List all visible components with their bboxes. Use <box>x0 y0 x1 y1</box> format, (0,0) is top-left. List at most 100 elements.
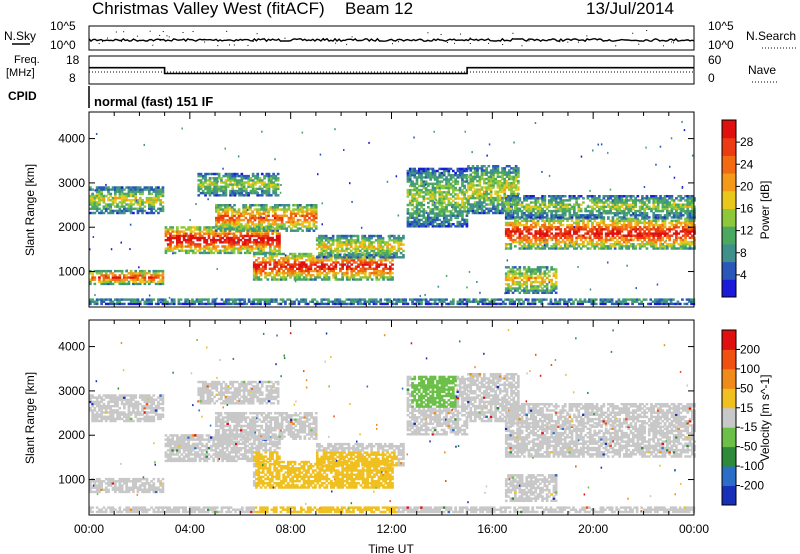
heatmap-cell <box>602 223 606 227</box>
heatmap-cell <box>399 237 403 240</box>
heatmap-cell <box>299 206 302 209</box>
nsearch-dot <box>136 35 138 37</box>
heatmap-cell <box>445 191 448 194</box>
heatmap-cell <box>143 272 147 275</box>
heatmap-cell <box>127 188 131 191</box>
heatmap-cell <box>359 267 363 271</box>
heatmap-cell <box>224 221 227 224</box>
heatmap-cell <box>289 257 292 260</box>
heatmap-cell <box>638 221 642 225</box>
heatmap-cell <box>258 204 261 207</box>
nsearch-dot <box>502 44 504 46</box>
heatmap-cell <box>276 225 279 228</box>
nave-label: Nave <box>748 63 776 77</box>
heatmap-cell <box>322 245 326 248</box>
heatmap-cell <box>573 243 576 246</box>
heatmap-cell <box>436 208 439 211</box>
heatmap-cell <box>223 247 227 250</box>
heatmap-cell <box>539 216 542 219</box>
heatmap-cell <box>224 174 228 178</box>
heatmap-cell <box>276 177 280 180</box>
heatmap-cell <box>668 243 671 246</box>
heatmap-cell <box>341 259 344 262</box>
heatmap-cell <box>641 236 644 240</box>
heatmap-cell <box>445 184 448 188</box>
heatmap-cell <box>136 209 140 213</box>
heatmap-cell <box>125 196 128 200</box>
heatmap-cell <box>584 245 587 248</box>
heatmap-cell <box>618 195 622 198</box>
heatmap-cell <box>100 274 103 277</box>
heatmap-cell <box>262 247 265 250</box>
heatmap-cell <box>388 249 392 253</box>
heatmap-cell <box>469 169 473 172</box>
heatmap-cell <box>545 212 549 215</box>
heatmap-cell <box>427 216 430 220</box>
heatmap-cell <box>275 274 279 277</box>
heatmap-cell <box>364 261 367 264</box>
heatmap-cell <box>593 197 597 200</box>
heatmap-cell <box>364 252 367 256</box>
heatmap-cell <box>274 191 278 195</box>
heatmap-cell <box>104 274 108 277</box>
heatmap-cell <box>166 228 170 231</box>
heatmap-cell <box>372 241 376 244</box>
heatmap-cell <box>127 207 131 211</box>
heatmap-cell <box>645 199 649 202</box>
nsearch-dot <box>672 42 674 44</box>
heatmap-cell <box>422 182 426 186</box>
heatmap-cell <box>627 207 631 211</box>
heatmap-cell <box>157 272 160 275</box>
heatmap-cell <box>595 216 599 219</box>
heatmap-cell <box>107 199 110 202</box>
heatmap-cell <box>514 240 517 244</box>
heatmap-cell <box>246 234 249 238</box>
heatmap-cell <box>336 251 339 255</box>
heatmap-cell <box>395 254 398 257</box>
heatmap-cell <box>312 218 316 222</box>
heatmap-cell <box>225 236 229 240</box>
heatmap-cell <box>100 190 103 193</box>
heatmap-cell <box>136 188 140 191</box>
heatmap-cell <box>514 188 518 191</box>
heatmap-cell <box>652 226 656 229</box>
heatmap-cell <box>452 186 455 190</box>
heatmap-cell <box>483 179 486 183</box>
heatmap-cell <box>438 208 442 211</box>
heatmap-cell <box>480 194 484 198</box>
heatmap-cell <box>228 241 231 244</box>
heatmap-cell <box>534 238 538 242</box>
heatmap-cell <box>252 263 256 266</box>
heatmap-cell <box>98 196 101 200</box>
heatmap-cell <box>529 223 533 227</box>
heatmap-cell <box>240 177 244 180</box>
heatmap-cell <box>250 245 254 248</box>
heatmap-cell <box>461 182 464 186</box>
heatmap-cell <box>228 236 231 240</box>
heatmap-cell <box>357 269 360 273</box>
heatmap-cell <box>632 228 635 231</box>
heatmap-cell <box>411 193 414 196</box>
heatmap-cell <box>98 207 101 211</box>
heatmap-cell <box>356 234 360 238</box>
heatmap-cell <box>261 267 265 271</box>
heatmap-cell <box>465 197 469 200</box>
heatmap-cell <box>141 199 144 202</box>
heatmap-cell <box>266 241 270 244</box>
heatmap-cell <box>593 243 597 246</box>
heatmap-cell <box>431 199 435 203</box>
heatmap-cell <box>354 249 358 253</box>
heatmap-cell <box>247 177 250 180</box>
heatmap-cell <box>627 245 631 248</box>
heatmap-cell <box>363 237 367 240</box>
heatmap-cell <box>395 239 398 242</box>
heatmap-cell <box>545 214 549 217</box>
heatmap-cell <box>237 243 240 246</box>
heatmap-cell <box>563 207 567 211</box>
heatmap-cell <box>318 256 321 259</box>
heatmap-cell <box>334 267 338 271</box>
heatmap-cell <box>559 245 563 248</box>
heatmap-cell <box>611 245 615 248</box>
heatmap-cell <box>534 205 538 209</box>
heatmap-cell <box>489 171 493 174</box>
